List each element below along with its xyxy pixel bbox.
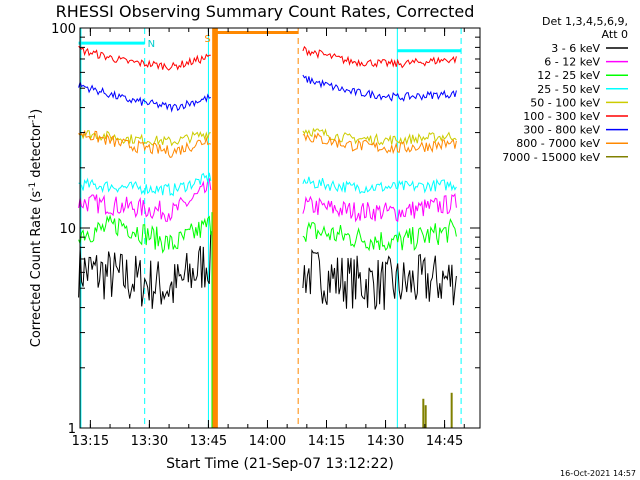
legend-header-0: Det 1,3,4,5,6,9, <box>542 15 628 28</box>
x-tick-label-5: 14:30 <box>367 434 404 449</box>
series-7-segment-2 <box>302 132 457 155</box>
series-2-segment-1 <box>302 218 457 252</box>
series-0-segment-1 <box>302 248 457 310</box>
series-4-segment-0 <box>78 130 211 147</box>
legend-label-5: 100 - 300 keV <box>523 110 600 123</box>
y-tick-label-0: 1 <box>68 422 76 437</box>
legend-header-1: Att 0 <box>602 28 628 41</box>
x-tick-label-3: 14:00 <box>249 434 286 449</box>
legend-label-6: 300 - 800 keV <box>523 124 600 137</box>
x-tick-label-0: 13:15 <box>72 434 109 449</box>
legend-label-3: 25 - 50 keV <box>537 83 600 96</box>
series-3-segment-0 <box>78 172 212 197</box>
series-6-segment-0 <box>78 80 212 113</box>
legend-label-7: 800 - 7000 keV <box>516 137 600 150</box>
series-5-segment-1 <box>302 45 457 69</box>
series-0-segment-0 <box>78 231 212 309</box>
series-7-segment-0 <box>78 130 211 158</box>
orange-band <box>213 28 218 428</box>
legend-label-0: 3 - 6 keV <box>551 42 600 55</box>
series-5-segment-0 <box>78 45 211 71</box>
series-6-segment-1 <box>302 74 457 102</box>
orange-marker-label-0: S <box>204 34 210 45</box>
series-3-segment-1 <box>302 176 457 195</box>
x-tick-label-4: 14:15 <box>308 434 345 449</box>
series-1-segment-1 <box>302 192 457 223</box>
cyan-bar-label: N <box>148 39 155 50</box>
y-tick-label-1: 10 <box>59 222 76 237</box>
legend-label-4: 50 - 100 keV <box>530 96 600 109</box>
legend-label-8: 7000 - 15000 keV <box>502 151 600 164</box>
series-2-segment-0 <box>78 214 212 254</box>
legend-label-2: 12 - 25 keV <box>537 69 600 82</box>
y-tick-label-2: 100 <box>51 22 76 37</box>
x-tick-label-6: 14:45 <box>426 434 463 449</box>
y-axis-label: Corrected Count Rate (s-1 detector-1) <box>28 109 44 347</box>
chart-title: RHESSI Observing Summary Count Rates, Co… <box>56 2 475 21</box>
series-4-segment-1 <box>302 127 457 146</box>
x-axis-label: Start Time (21-Sep-07 13:12:22) <box>166 456 394 472</box>
x-tick-label-1: 13:30 <box>131 434 168 449</box>
legend-label-1: 6 - 12 keV <box>544 56 600 69</box>
timestamp: 16-Oct-2021 14:57 <box>560 469 636 478</box>
axes: 13:15 13:30 13:45 14:00 14:15 14:30 14:45 1 10 10… <box>51 22 481 449</box>
x-tick-label-2: 13:45 <box>190 434 227 449</box>
series-1-segment-0 <box>78 177 212 222</box>
